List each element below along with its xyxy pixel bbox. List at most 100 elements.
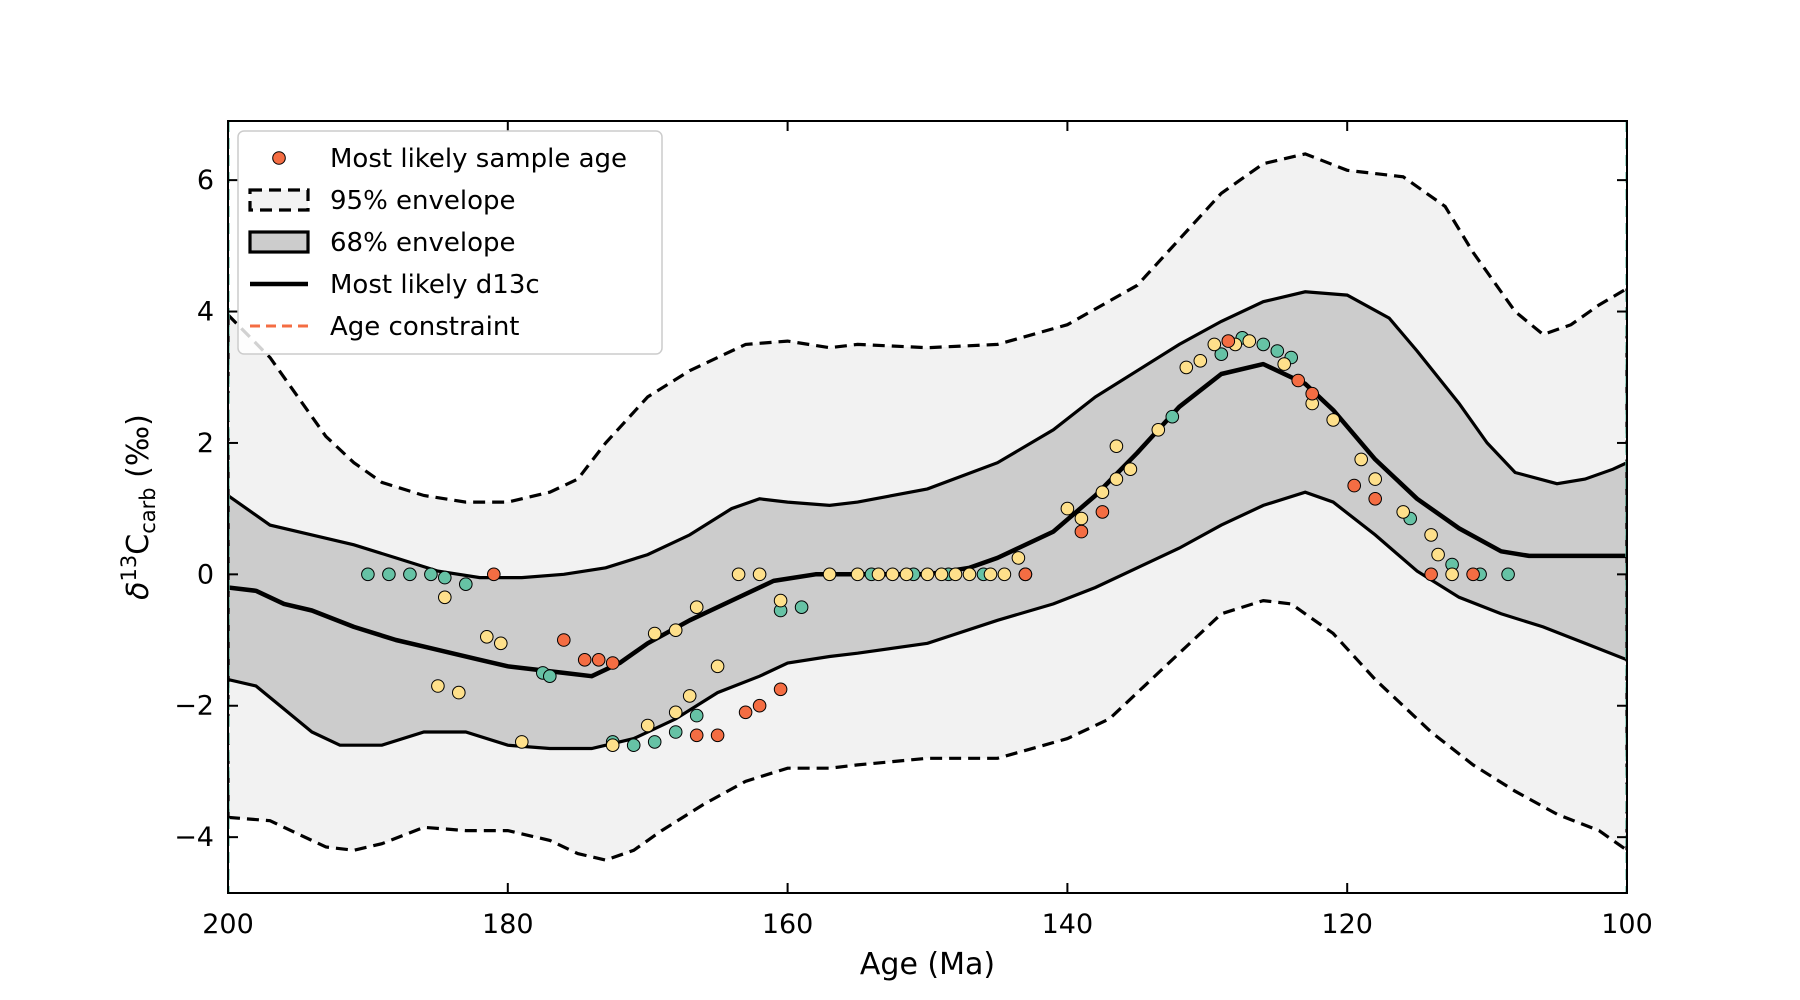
legend-label: Most likely d13c xyxy=(330,270,540,300)
sample-point-1-38 xyxy=(1207,337,1222,352)
legend-label: 95% envelope xyxy=(330,186,516,216)
sample-point-2-17 xyxy=(1368,492,1382,506)
sample-point-1-45 xyxy=(1368,472,1382,486)
sample-point-1-23 xyxy=(934,567,949,582)
sample-point-1-3 xyxy=(431,679,445,693)
x-tick-label: 120 xyxy=(1321,909,1373,940)
sample-point-1-26 xyxy=(983,567,998,582)
sample-point-0-24 xyxy=(1270,344,1285,358)
y-tick-label: −2 xyxy=(174,691,214,722)
sample-point-0-1 xyxy=(382,567,396,582)
envelope-68-fill xyxy=(228,291,1627,749)
sample-point-0-12 xyxy=(689,708,704,723)
median-line xyxy=(228,361,1627,679)
sample-point-1-16 xyxy=(773,593,788,608)
sample-point-2-12 xyxy=(1095,505,1110,519)
envelope-95-upper-line xyxy=(228,152,1627,504)
x-tick-label: 160 xyxy=(762,909,814,940)
sample-point-2-1 xyxy=(557,633,571,647)
sample-point-1-21 xyxy=(899,567,914,582)
x-tick-label: 140 xyxy=(1042,909,1094,940)
y-axis-label-part: C xyxy=(121,534,156,555)
sample-point-2-16 xyxy=(1347,478,1361,493)
y-axis-label-part: (‰) xyxy=(121,414,156,487)
sample-point-2-10 xyxy=(1018,567,1033,582)
plot-area xyxy=(228,121,1627,893)
sample-point-1-28 xyxy=(1011,551,1026,565)
sample-point-1-43 xyxy=(1326,413,1340,427)
sample-point-1-17 xyxy=(822,567,837,582)
sample-point-0-5 xyxy=(459,577,473,592)
sample-point-0-14 xyxy=(794,600,809,615)
axes: 200 180 160 140 120 100 −4 −2 0 2 4 6 xyxy=(174,120,1653,940)
envelope-68-upper-line xyxy=(228,290,1627,580)
sample-point-1-32 xyxy=(1109,472,1124,486)
legend-marker xyxy=(272,151,286,165)
y-axis-label-part: carb xyxy=(136,487,160,533)
sample-point-2-14 xyxy=(1291,373,1305,388)
y-tick-label: −4 xyxy=(174,822,214,853)
y-axis-label-part: 13 xyxy=(117,555,141,582)
sample-point-2-13 xyxy=(1221,334,1236,348)
sample-point-2-11 xyxy=(1074,524,1089,539)
sample-point-0-20 xyxy=(1165,409,1180,424)
sample-point-2-9 xyxy=(773,682,788,697)
sample-point-2-0 xyxy=(487,567,501,582)
sample-point-1-48 xyxy=(1431,547,1445,562)
sample-point-1-29 xyxy=(1060,501,1075,516)
sample-point-1-35 xyxy=(1151,423,1166,437)
sample-point-1-22 xyxy=(920,567,935,582)
sample-point-1-18 xyxy=(850,567,865,582)
sample-point-2-7 xyxy=(738,705,753,720)
sample-point-1-11 xyxy=(682,689,697,703)
sample-point-2-4 xyxy=(605,656,620,670)
sample-point-1-33 xyxy=(1109,439,1124,454)
y-axis-label-part: δ xyxy=(121,581,156,599)
sample-point-2-18 xyxy=(1424,567,1438,582)
sample-point-1-41 xyxy=(1277,357,1291,371)
sample-point-2-8 xyxy=(752,698,767,713)
sample-point-1-5 xyxy=(515,735,529,749)
x-tick-label: 100 xyxy=(1601,909,1653,940)
sample-point-1-0 xyxy=(438,590,452,605)
sample-point-1-40 xyxy=(1242,334,1257,348)
y-tick-label: 6 xyxy=(197,165,214,196)
sample-point-1-47 xyxy=(1424,528,1438,542)
sample-point-1-4 xyxy=(452,685,466,700)
sample-point-1-14 xyxy=(731,567,746,582)
legend-label: Age constraint xyxy=(330,312,520,342)
plot-content xyxy=(228,121,1627,893)
legend-label: 68% envelope xyxy=(330,228,516,258)
legend: Most likely sample age 95% envelope 68% en… xyxy=(237,130,663,355)
x-axis-label: Age (Ma) xyxy=(860,947,995,982)
sample-point-1-24 xyxy=(948,567,963,582)
plot-frame xyxy=(227,120,1628,894)
legend-box xyxy=(237,130,663,355)
sample-point-2-15 xyxy=(1305,386,1319,401)
sample-point-0-0 xyxy=(361,567,375,582)
sample-point-1-49 xyxy=(1445,567,1459,582)
sample-point-2-6 xyxy=(710,728,725,743)
legend-label: Most likely sample age xyxy=(330,144,627,174)
y-tick-label: 2 xyxy=(197,428,214,459)
sample-point-1-36 xyxy=(1179,360,1194,375)
sample-point-1-8 xyxy=(647,626,662,641)
x-tick-label: 200 xyxy=(202,909,254,940)
y-tick-label: 0 xyxy=(197,559,214,590)
sample-point-1-1 xyxy=(480,630,494,644)
envelope-95-lower-line xyxy=(228,598,1627,862)
sample-point-1-37 xyxy=(1193,354,1208,368)
sample-point-1-19 xyxy=(871,567,886,582)
sample-point-1-10 xyxy=(668,705,683,720)
sample-point-1-27 xyxy=(997,567,1012,582)
sample-point-1-34 xyxy=(1123,462,1138,477)
sample-point-0-4 xyxy=(438,570,452,585)
x-tick-label: 180 xyxy=(482,909,534,940)
sample-point-2-3 xyxy=(591,653,606,667)
sample-point-0-23 xyxy=(1256,337,1271,352)
sample-point-0-2 xyxy=(403,567,417,582)
sample-point-1-46 xyxy=(1396,505,1410,519)
legend-swatch-68 xyxy=(248,230,310,254)
sample-point-1-25 xyxy=(962,567,977,582)
